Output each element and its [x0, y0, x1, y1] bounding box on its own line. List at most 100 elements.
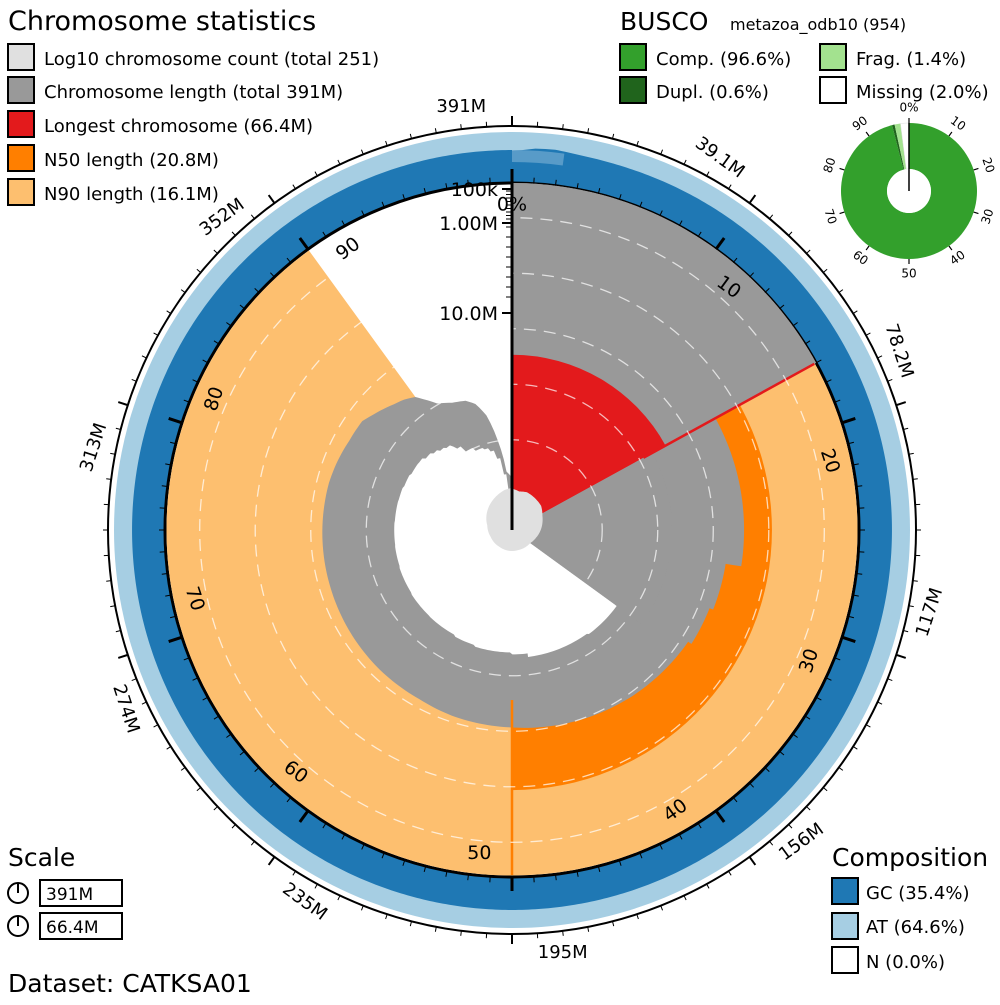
radial-tick-label: 100k — [451, 179, 498, 201]
length-minor-tick — [887, 678, 893, 682]
length-minor-tick — [115, 427, 121, 431]
legend-item-count: Log10 chromosome count (total 251) — [7, 43, 379, 71]
percent-minor-tick — [213, 715, 220, 720]
percent-minor-tick — [792, 322, 798, 327]
percent-minor-tick — [445, 870, 448, 877]
busco-tick — [865, 131, 870, 137]
length-minor-tick — [865, 332, 871, 336]
gc-dip-highlight — [512, 150, 565, 166]
composition-label-gc: GC (35.4%) — [866, 883, 969, 904]
length-minor-tick — [728, 870, 732, 876]
busco-donut: 0% 10 20 30 40 50 60 70 80 90 — [821, 101, 998, 281]
busco-item-fragmented: Frag. (1.4%) — [819, 43, 966, 71]
busco-swatch-fragmented — [819, 43, 847, 71]
longest-sector — [512, 354, 666, 530]
length-minor-tick — [110, 605, 116, 608]
length-minor-tick — [106, 580, 112, 582]
length-minor-tick — [908, 452, 914, 455]
length-minor-tick — [822, 787, 828, 792]
scale-label-longest: 66.4M — [46, 918, 99, 938]
length-minor-tick — [822, 268, 828, 273]
percent-minor-tick — [834, 657, 841, 661]
busco-item-duplicated: Dupl. (0.6%) — [619, 76, 769, 104]
percent-minor-tick — [286, 797, 292, 803]
length-minor-tick — [360, 905, 364, 911]
legend-label-count: Log10 chromosome count (total 251) — [44, 49, 379, 70]
percent-minor-tick — [341, 220, 346, 227]
scale-box-longest — [39, 912, 123, 940]
busco-tick — [948, 245, 953, 251]
length-tick-label: 117M — [912, 585, 947, 639]
length-minor-tick — [131, 678, 137, 682]
busco-tick — [948, 131, 953, 137]
second-chrom-sector — [512, 452, 672, 625]
length-minor-tick — [887, 378, 893, 382]
percent-minor-tick — [576, 183, 579, 190]
percent-minor-tick — [678, 833, 683, 840]
percent-minor-tick — [286, 257, 292, 263]
length-minor-tick — [728, 184, 732, 190]
percent-minor-tick — [269, 782, 275, 788]
percent-minor-tick — [804, 340, 811, 345]
length-tick — [117, 653, 129, 659]
length-minor-tick — [912, 580, 918, 582]
busco-swatch-missing — [819, 76, 847, 104]
length-minor-tick — [838, 289, 844, 293]
percent-minor-tick — [576, 870, 579, 877]
percent-tick-label: 0% — [497, 194, 527, 216]
length-tick — [895, 401, 907, 407]
percent-minor-tick — [165, 594, 172, 597]
main-plot: 100k1.00M10.0M0%102030405060708090391M39… — [76, 96, 947, 963]
percent-minor-tick — [226, 322, 232, 327]
length-minor-tick — [110, 452, 116, 455]
length-minor-tick — [385, 140, 388, 146]
radial-tick-label: 1.00M — [439, 213, 498, 235]
legend-item-n50: N50 length (20.8M) — [7, 144, 219, 172]
percent-minor-tick — [815, 359, 822, 364]
length-minor-tick — [460, 124, 462, 130]
percent-minor-tick — [254, 287, 260, 293]
percent-minor-tick — [764, 767, 770, 773]
length-minor-tick — [180, 289, 186, 293]
busco-label-complete: Comp. (96.6%) — [656, 49, 791, 70]
busco-swatch-duplicated — [619, 76, 647, 104]
length-tick-label: 195M — [538, 942, 588, 963]
busco-label-fragmented: Frag. (1.4%) — [856, 49, 966, 70]
length-minor-tick — [806, 806, 811, 811]
percent-minor-tick — [183, 399, 190, 403]
composition-swatch-n — [831, 946, 859, 974]
length-tick — [895, 653, 907, 659]
length-minor-tick — [838, 767, 844, 771]
busco-slice-complete — [841, 123, 977, 260]
percent-minor-tick — [856, 485, 863, 488]
percent-minor-tick — [381, 852, 385, 859]
length-minor-tick — [636, 140, 639, 146]
percent-minor-tick — [239, 750, 245, 756]
length-minor-tick — [231, 231, 236, 236]
length-minor-tick — [706, 171, 710, 177]
length-minor-tick — [106, 478, 112, 480]
length-minor-tick — [434, 128, 437, 134]
percent-minor-tick — [732, 797, 738, 803]
percent-minor-tick — [361, 210, 365, 217]
busco-tick — [839, 211, 845, 215]
length-minor-tick — [166, 746, 172, 750]
percent-minor-tick — [847, 441, 855, 445]
percent-minor-tick — [202, 696, 209, 701]
percent-minor-tick — [779, 750, 785, 756]
busco-tick — [839, 167, 845, 171]
length-minor-tick — [166, 310, 172, 314]
composition-label-n: N (0.0%) — [866, 952, 945, 973]
percent-minor-tick — [341, 833, 346, 840]
length-minor-tick — [141, 355, 147, 359]
dataset-label: Dataset: CATKSA01 — [8, 969, 252, 998]
busco-title: BUSCO — [620, 7, 708, 36]
percent-minor-tick — [183, 657, 190, 661]
length-minor-tick — [852, 746, 858, 750]
scale-box-total — [39, 879, 123, 907]
length-minor-tick — [314, 171, 318, 177]
length-minor-tick — [337, 895, 341, 901]
length-minor-tick — [196, 268, 202, 273]
length-tick-label: 156M — [775, 819, 828, 865]
length-minor-tick — [611, 133, 615, 139]
